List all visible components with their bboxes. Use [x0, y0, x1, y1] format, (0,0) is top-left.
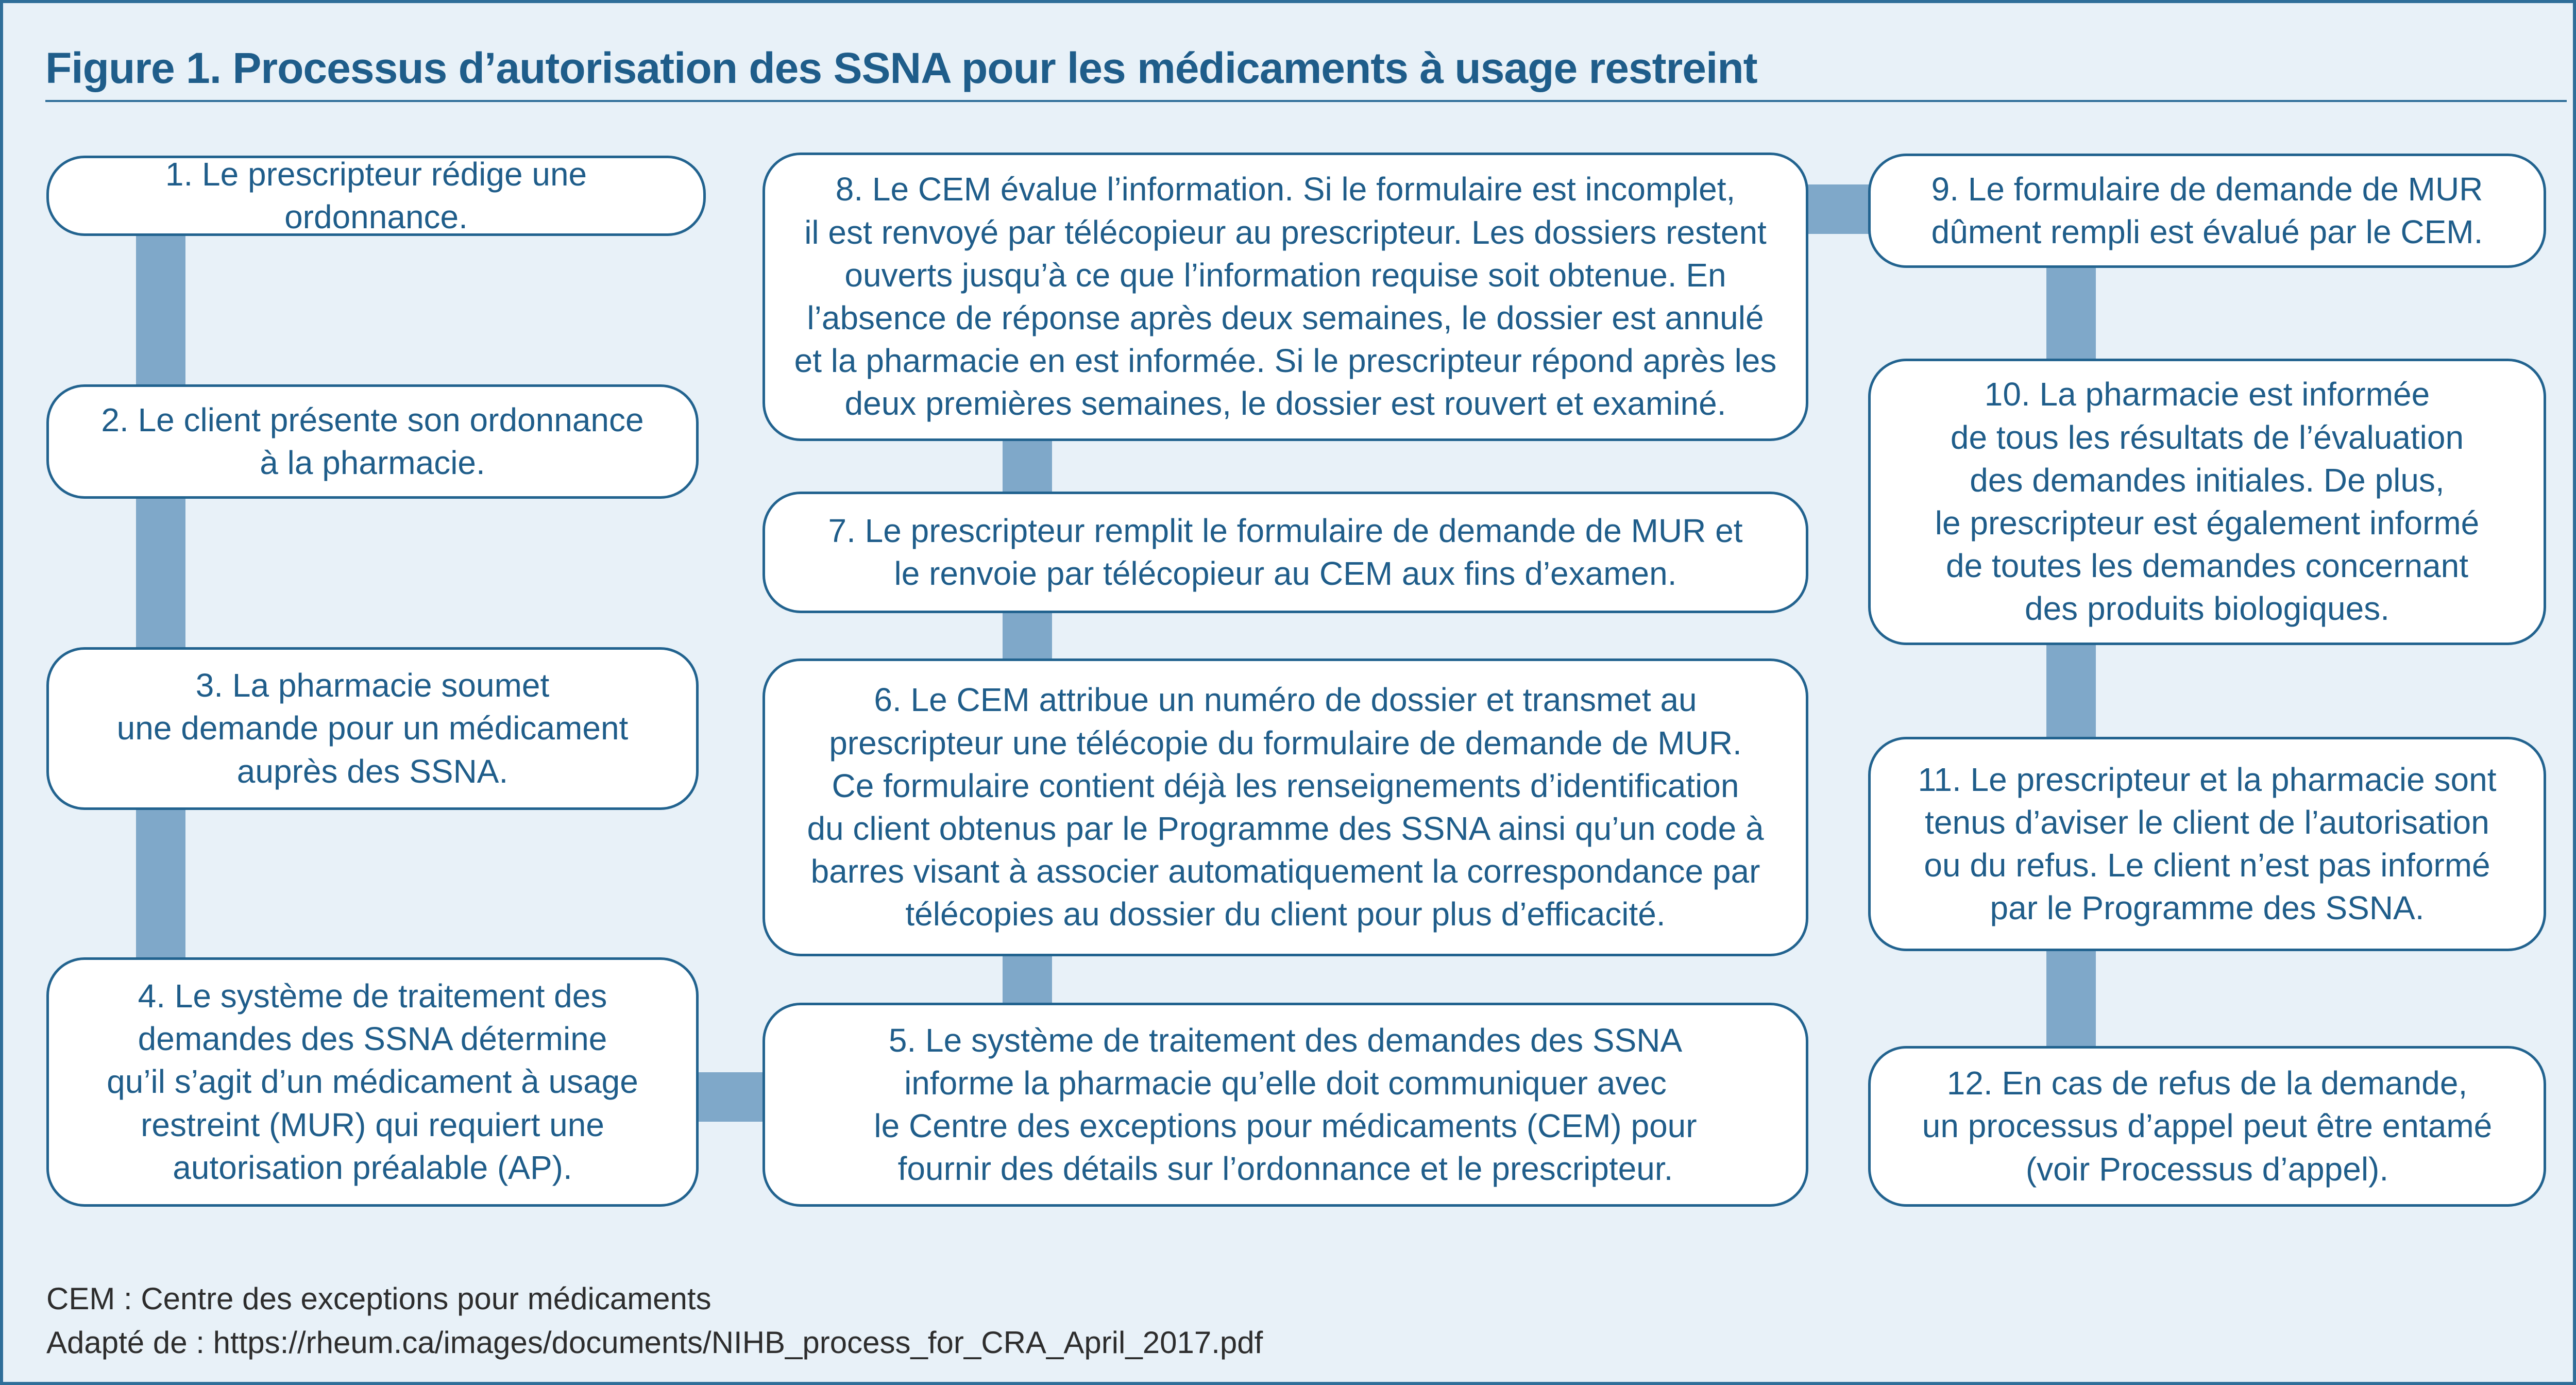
- step-5-text: 5. Le système de traitement des demandes…: [874, 1021, 1697, 1188]
- step-11-box: 11. Le prescripteur et la pharmacie sont…: [1868, 737, 2546, 951]
- step-8-box: 8. Le CEM évalue l’information. Si le fo…: [762, 153, 1808, 441]
- step-5-box: 5. Le système de traitement des demandes…: [762, 1003, 1808, 1207]
- source-note: Adapté de : https://rheum.ca/images/docu…: [46, 1325, 1263, 1360]
- connector-9-10: [2046, 263, 2096, 366]
- step-8-text: 8. Le CEM évalue l’information. Si le fo…: [794, 171, 1777, 423]
- connector-1-2: [136, 230, 185, 390]
- step-9-text: 9. Le formulaire de demande de MUR dûmen…: [1931, 170, 2483, 250]
- step-10-text: 10. La pharmacie est informée de tous le…: [1935, 376, 2480, 628]
- step-6-box: 6. Le CEM attribue un numéro de dossier …: [762, 658, 1808, 956]
- title-divider: [45, 100, 2567, 102]
- connector-4-5: [688, 1072, 771, 1122]
- connector-11-12: [2046, 946, 2096, 1049]
- connector-3-4: [136, 804, 185, 964]
- step-10-box: 10. La pharmacie est informée de tous le…: [1868, 359, 2546, 645]
- connector-10-11: [2046, 639, 2096, 742]
- step-1-box: 1. Le prescripteur rédige une ordonnance…: [46, 156, 706, 236]
- step-3-box: 3. La pharmacie soumet une demande pour …: [46, 647, 699, 810]
- connector-8-9: [1806, 184, 1878, 234]
- connector-7-8: [1003, 436, 1052, 498]
- step-2-text: 2. Le client présente son ordonnance à l…: [101, 401, 644, 481]
- step-3-text: 3. La pharmacie soumet une demande pour …: [116, 667, 629, 790]
- step-1-text: 1. Le prescripteur rédige une ordonnance…: [165, 155, 587, 235]
- step-9-box: 9. Le formulaire de demande de MUR dûmen…: [1868, 154, 2546, 268]
- step-12-box: 12. En cas de refus de la demande, un pr…: [1868, 1046, 2546, 1207]
- step-2-box: 2. Le client présente son ordonnance à l…: [46, 384, 699, 499]
- connector-2-3: [136, 493, 185, 652]
- step-12-text: 12. En cas de refus de la demande, un pr…: [1922, 1065, 2493, 1188]
- step-6-text: 6. Le CEM attribue un numéro de dossier …: [807, 681, 1764, 933]
- step-4-text: 4. Le système de traitement des demandes…: [107, 977, 638, 1186]
- step-7-text: 7. Le prescripteur remplit le formulaire…: [828, 512, 1743, 592]
- figure-title: Figure 1. Processus d’autorisation des S…: [45, 44, 1758, 92]
- step-7-box: 7. Le prescripteur remplit le formulaire…: [762, 492, 1808, 613]
- step-4-box: 4. Le système de traitement des demandes…: [46, 957, 699, 1207]
- step-11-text: 11. Le prescripteur et la pharmacie sont…: [1918, 761, 2497, 927]
- abbreviation-note: CEM : Centre des exceptions pour médicam…: [46, 1281, 711, 1316]
